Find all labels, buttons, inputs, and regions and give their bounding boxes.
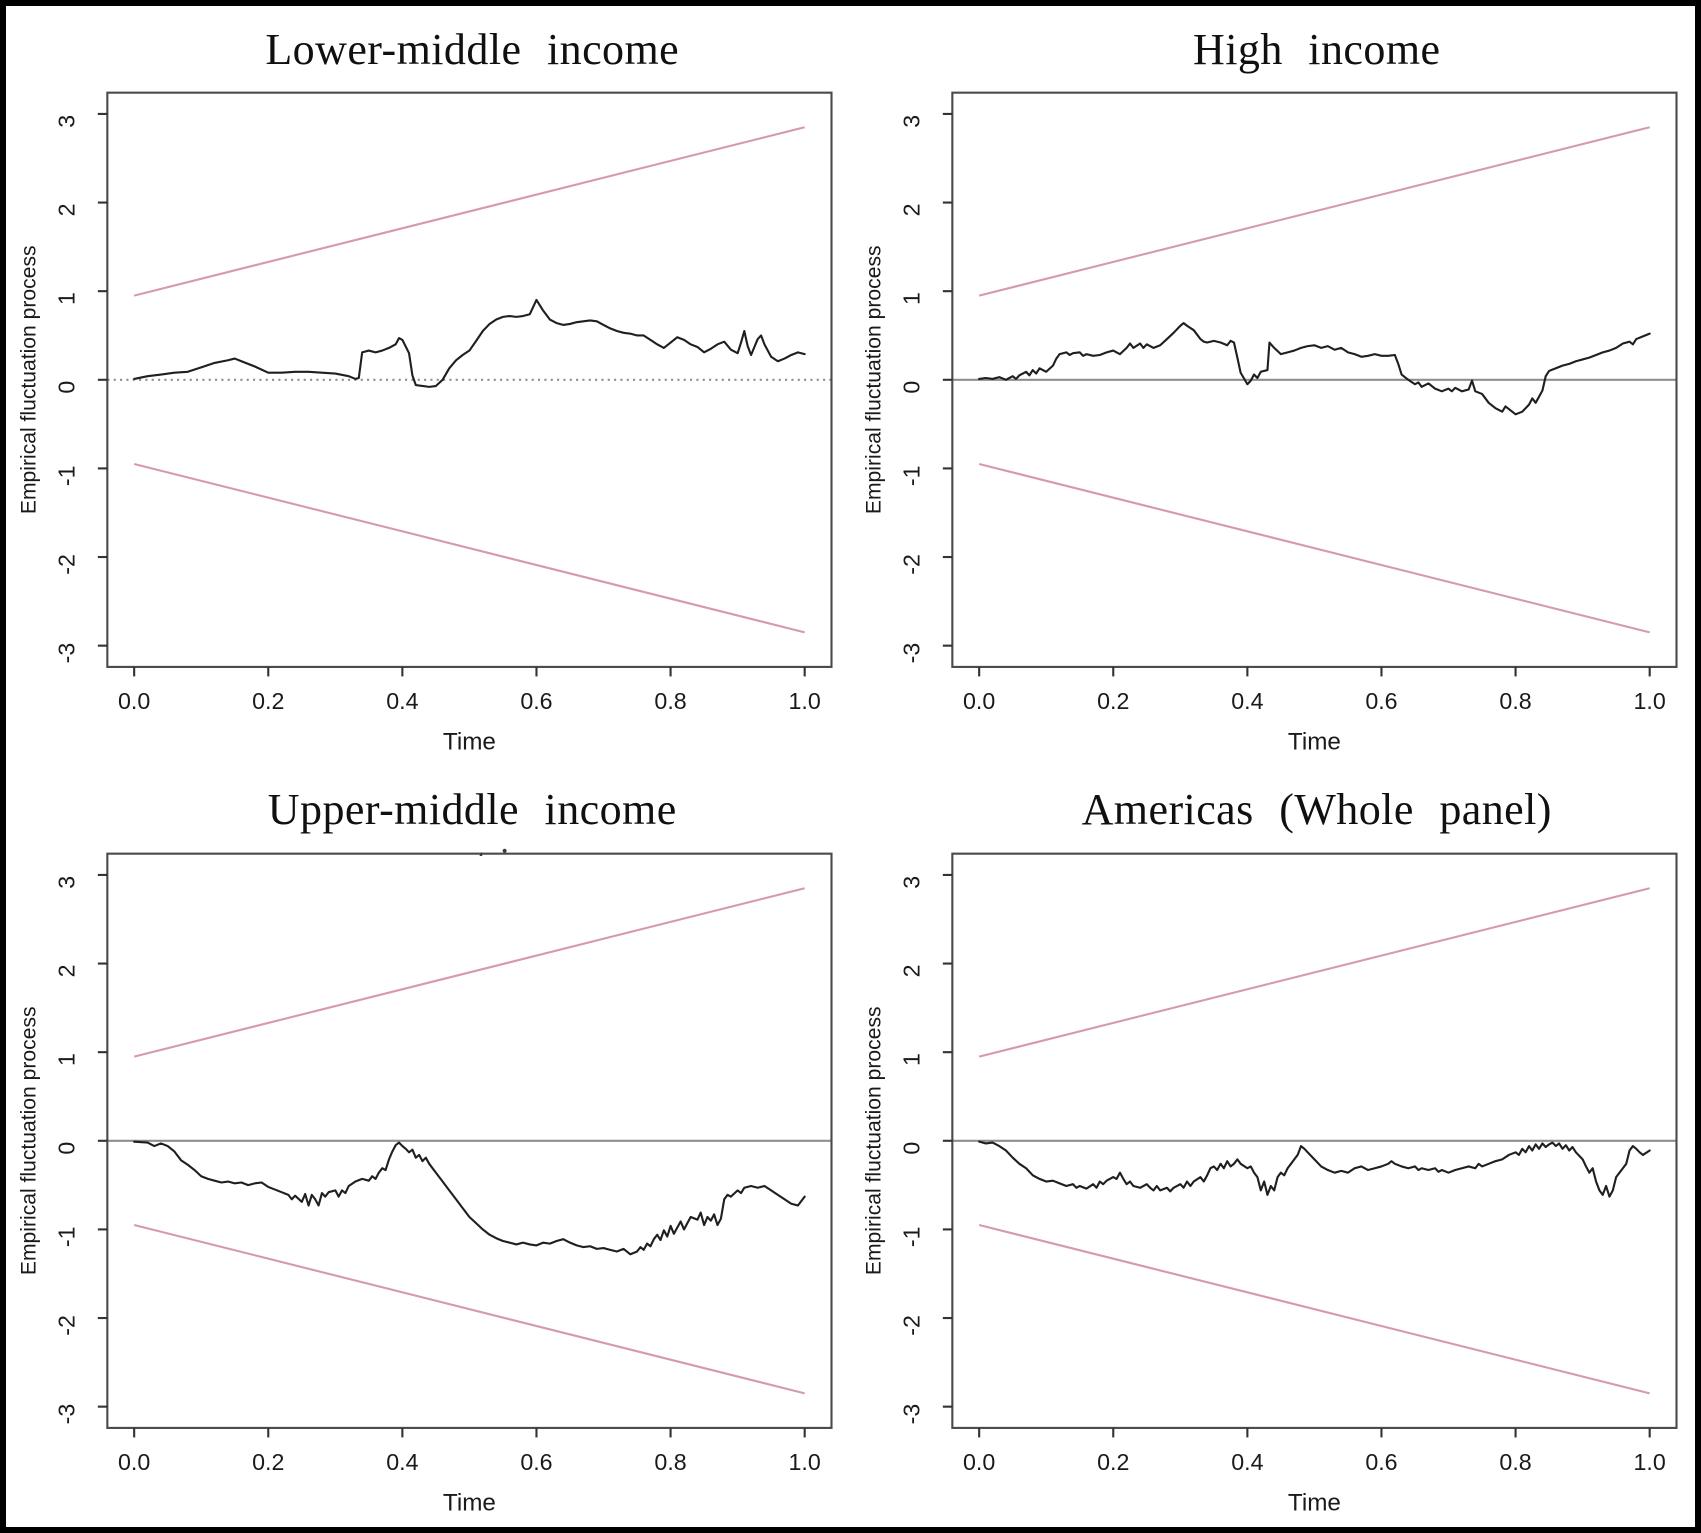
panel-high-income: High income 0.0 0.2 0.4 0.6 0.8 1.0 3 2 1 0 -1 -2 -3… <box>851 6 1696 767</box>
y-tick-label: -3 <box>54 643 80 664</box>
x-tick-label: 0.6 <box>520 1449 552 1475</box>
y-tick-label: -1 <box>54 465 80 486</box>
x-tick-label: 0.4 <box>1231 1449 1263 1475</box>
y-tick-label: 3 <box>54 115 80 128</box>
upper-boundary-line <box>133 886 805 1058</box>
panel-upper-middle-income: Upper-middle income countries 0.00.20.40… <box>6 767 851 1528</box>
x-tick-label: 0.8 <box>654 1449 686 1475</box>
efp-series-line <box>133 1140 806 1255</box>
y-tick-label: -1 <box>54 1226 80 1247</box>
y-tick-label: -3 <box>898 1403 924 1424</box>
panel-title: High income <box>1193 24 1441 74</box>
y-axis-label: Empirical fluctuation process <box>18 245 41 514</box>
x-tick-label: 0.0 <box>118 688 150 714</box>
x-tick-label: 1.0 <box>1633 1449 1665 1475</box>
panel-title: Lower-middle income <box>265 24 680 74</box>
efp-plot-americas: 0.0 0.2 0.4 0.6 0.8 1.0 3 2 1 0 -1 -2 -3 Time Empirica… <box>862 852 1678 1516</box>
x-tick-label: 0.8 <box>1499 688 1531 714</box>
y-tick-label: 3 <box>898 875 924 888</box>
y-tick-label: 0 <box>898 381 924 394</box>
y-tick-label: 1 <box>898 1053 924 1066</box>
x-tick-label: 0.6 <box>1365 688 1397 714</box>
x-tick-label: 0.0 <box>963 688 995 714</box>
y-tick-label: -3 <box>898 643 924 664</box>
x-tick-label: 0.8 <box>654 688 686 714</box>
x-tick-label: 0.6 <box>520 688 552 714</box>
y-axis-label: Empirical fluctuation process <box>862 245 885 514</box>
efp-plot-lower-middle-income: 0.0 0.2 0.4 0.6 0.8 1.0 3 2 1 0 -1 -2 -3 Time Empirica… <box>18 91 833 755</box>
upper-boundary-line <box>978 886 1650 1058</box>
panel-title: Americas (Whole panel) <box>1081 785 1552 834</box>
lower-boundary-line <box>978 462 1650 634</box>
upper-boundary-line <box>133 126 805 297</box>
x-axis-label: Time <box>1287 728 1340 755</box>
y-axis-label: Empirical fluctuation process <box>862 1006 885 1275</box>
x-tick-label: 0.0 <box>963 1449 995 1475</box>
x-tick-label: 0.8 <box>1499 1449 1531 1475</box>
y-tick-label: -1 <box>898 465 924 486</box>
y-axis-label: Empirical fluctuation process <box>18 1006 41 1275</box>
x-tick-label: 1.0 <box>789 688 821 714</box>
x-axis-label: Time <box>443 1489 496 1516</box>
y-tick-label: 3 <box>898 115 924 128</box>
lower-boundary-line <box>133 462 805 634</box>
y-tick-label: 0 <box>54 381 80 394</box>
upper-boundary-line <box>978 126 1650 297</box>
y-tick-label: 1 <box>898 292 924 305</box>
y-tick-label: 2 <box>54 964 80 977</box>
lower-boundary-line <box>133 1223 805 1394</box>
y-tick-label: 2 <box>898 964 924 977</box>
x-tick-label: 0.2 <box>1097 1449 1129 1475</box>
x-tick-label: 0.4 <box>386 688 418 714</box>
x-tick-label: 0.0 <box>118 1449 150 1475</box>
y-tick-label: -2 <box>54 1315 80 1336</box>
x-axis-label: Time <box>1287 1489 1340 1516</box>
efp-series-line <box>977 1140 1651 1198</box>
efp-series-line <box>133 298 806 388</box>
x-tick-label: 0.4 <box>386 1449 418 1475</box>
x-tick-label: 0.2 <box>1097 688 1129 714</box>
y-tick-label: 0 <box>54 1141 80 1154</box>
y-tick-label: -1 <box>898 1226 924 1247</box>
x-tick-label: 1.0 <box>1633 688 1665 714</box>
lower-boundary-line <box>978 1223 1650 1394</box>
y-tick-label: 2 <box>898 203 924 216</box>
y-tick-label: 2 <box>54 203 80 216</box>
x-axis-label: Time <box>443 728 496 755</box>
efp-series-line <box>977 322 1651 416</box>
y-tick-label: 3 <box>54 875 80 888</box>
y-tick-label: -3 <box>54 1403 80 1424</box>
panel-lower-middle-income: Lower-middle income 0.0 0.2 0.4 0.6 0.8 1.0 3 2… <box>6 6 851 767</box>
x-tick-label: 1.0 <box>789 1449 821 1475</box>
y-tick-label: -2 <box>898 1315 924 1336</box>
efp-plot-upper-middle-income: 0.0 0.2 0.4 0.6 0.8 1.0 3 2 1 0 -1 -2 -3 Time Empirica… <box>18 852 833 1516</box>
y-tick-label: 1 <box>54 292 80 305</box>
y-tick-label: -2 <box>898 554 924 575</box>
efp-plot-high-income: 0.0 0.2 0.4 0.6 0.8 1.0 3 2 1 0 -1 -2 -3 Time Empirica… <box>862 91 1678 755</box>
x-tick-label: 0.6 <box>1365 1449 1397 1475</box>
x-tick-label: 0.4 <box>1231 688 1263 714</box>
y-tick-label: -2 <box>54 554 80 575</box>
x-tick-label: 0.2 <box>252 688 284 714</box>
y-tick-label: 1 <box>54 1053 80 1066</box>
panel-grid: Lower-middle income 0.0 0.2 0.4 0.6 0.8 1.0 3 2… <box>6 6 1695 1527</box>
panel-americas-whole-panel: Americas (Whole panel) 0.0 0.2 0.4 0.6 0.8 1.… <box>851 767 1696 1528</box>
x-tick-label: 0.2 <box>252 1449 284 1475</box>
y-tick-label: 0 <box>898 1141 924 1154</box>
panel-title: Upper-middle income <box>267 785 677 834</box>
